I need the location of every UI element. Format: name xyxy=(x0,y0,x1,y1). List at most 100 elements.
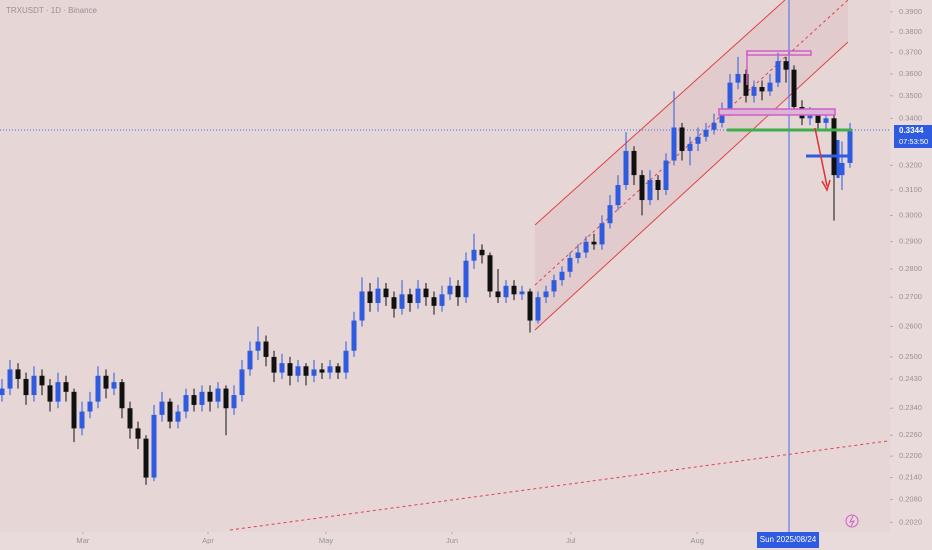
candle-body xyxy=(71,391,77,429)
candle-body xyxy=(391,297,397,309)
candle-body xyxy=(55,382,61,402)
candle-body xyxy=(431,297,437,306)
candle-body xyxy=(735,73,741,83)
candle-body xyxy=(191,395,197,405)
candle-body xyxy=(415,288,421,303)
candle-body xyxy=(167,401,173,422)
candle-body xyxy=(159,401,165,415)
candle-body xyxy=(263,341,269,357)
candle-body xyxy=(495,291,501,298)
candle-body xyxy=(407,294,413,303)
y-tick-label: 0.3800 xyxy=(899,27,922,36)
candle-body xyxy=(767,82,773,92)
chart-title: TRXUSDT · 1D · Binance xyxy=(6,6,98,15)
candle-body xyxy=(631,150,637,176)
candle-body xyxy=(503,285,509,298)
candle-body xyxy=(223,388,229,409)
candle-body xyxy=(719,111,725,123)
candle-body xyxy=(343,350,349,373)
y-tick-label: 0.2200 xyxy=(899,451,922,460)
candle-body xyxy=(103,375,109,389)
candle-body xyxy=(311,369,317,376)
x-tick-label: Mar xyxy=(76,536,89,545)
candle-body xyxy=(111,382,117,389)
candles xyxy=(0,52,853,485)
candle-body xyxy=(215,388,221,402)
y-tick-label: 0.3100 xyxy=(899,185,922,194)
candle-body xyxy=(703,129,709,137)
candle-body xyxy=(695,136,701,144)
candle-body xyxy=(23,378,29,396)
candle-body xyxy=(639,175,645,201)
candle-body xyxy=(775,61,781,83)
candle-body xyxy=(783,61,789,70)
candle-body xyxy=(831,118,837,176)
channel-upper xyxy=(534,0,786,226)
y-tick-label: 0.2430 xyxy=(899,374,922,383)
y-tick-label: 0.2500 xyxy=(899,352,922,361)
candle-body xyxy=(743,73,749,96)
candle-body xyxy=(671,127,677,161)
candle-body xyxy=(367,291,373,303)
alert-icon[interactable] xyxy=(845,514,859,528)
candle-body xyxy=(279,363,285,373)
candle-body xyxy=(247,350,253,370)
candle-body xyxy=(455,285,461,298)
candle-body xyxy=(615,184,621,206)
candle-body xyxy=(847,131,853,163)
candle-body xyxy=(583,241,589,253)
candle-body xyxy=(199,391,205,405)
y-tick-label: 0.2900 xyxy=(899,237,922,246)
channel-mid xyxy=(534,0,849,286)
candle-body xyxy=(599,223,605,245)
x-tick-label: Apr xyxy=(202,536,214,545)
candle-body xyxy=(295,366,301,376)
candle-body xyxy=(655,180,661,190)
y-tick-label: 0.3700 xyxy=(899,48,922,57)
candle-body xyxy=(143,438,149,478)
y-tick-label: 0.3500 xyxy=(899,91,922,100)
candle-body xyxy=(687,143,693,151)
trend-line xyxy=(229,439,896,531)
crosshair-date: Sun 2025/08/24 xyxy=(760,535,817,544)
candle-body xyxy=(63,382,69,392)
candle-body xyxy=(575,252,581,258)
candle-body xyxy=(823,118,829,123)
candle-body xyxy=(607,205,613,224)
candle-body xyxy=(751,86,757,96)
candle-body xyxy=(647,180,653,201)
y-tick-label: 0.3600 xyxy=(899,69,922,78)
y-tick-label: 0.2260 xyxy=(899,430,922,439)
y-tick-label: 0.3900 xyxy=(899,7,922,16)
candle-body xyxy=(135,428,141,439)
axes: 0.3900 0.3800 0.3700 0.3600 0.3500 0.3400 0.32… xyxy=(76,7,922,545)
countdown: 07:53:50 xyxy=(899,137,928,146)
candle-body xyxy=(95,375,101,402)
crosshair-date-box xyxy=(757,532,819,548)
candle-body xyxy=(319,369,325,373)
candle-body xyxy=(183,395,189,412)
y-tick-label: 0.2800 xyxy=(899,264,922,273)
candle-body xyxy=(471,249,477,261)
candle-body xyxy=(479,249,485,256)
candle-body xyxy=(303,366,309,376)
candle-body xyxy=(239,369,245,396)
candle-body xyxy=(39,375,45,386)
support-box xyxy=(718,108,836,116)
candle-body xyxy=(487,255,493,292)
y-tick-label: 0.3200 xyxy=(899,160,922,169)
candle-body xyxy=(423,288,429,298)
candle-body xyxy=(0,388,5,396)
candle-body xyxy=(207,391,213,402)
candle-body xyxy=(543,291,549,298)
candle-body xyxy=(807,113,813,119)
candle-body xyxy=(255,341,261,351)
x-tick-label: Jul xyxy=(566,536,576,545)
candle-body xyxy=(567,257,573,272)
y-tick-label: 0.2600 xyxy=(899,321,922,330)
y-tick-label: 0.3000 xyxy=(899,210,922,219)
candle-body xyxy=(335,366,341,373)
y-tick-label: 0.2700 xyxy=(899,292,922,301)
